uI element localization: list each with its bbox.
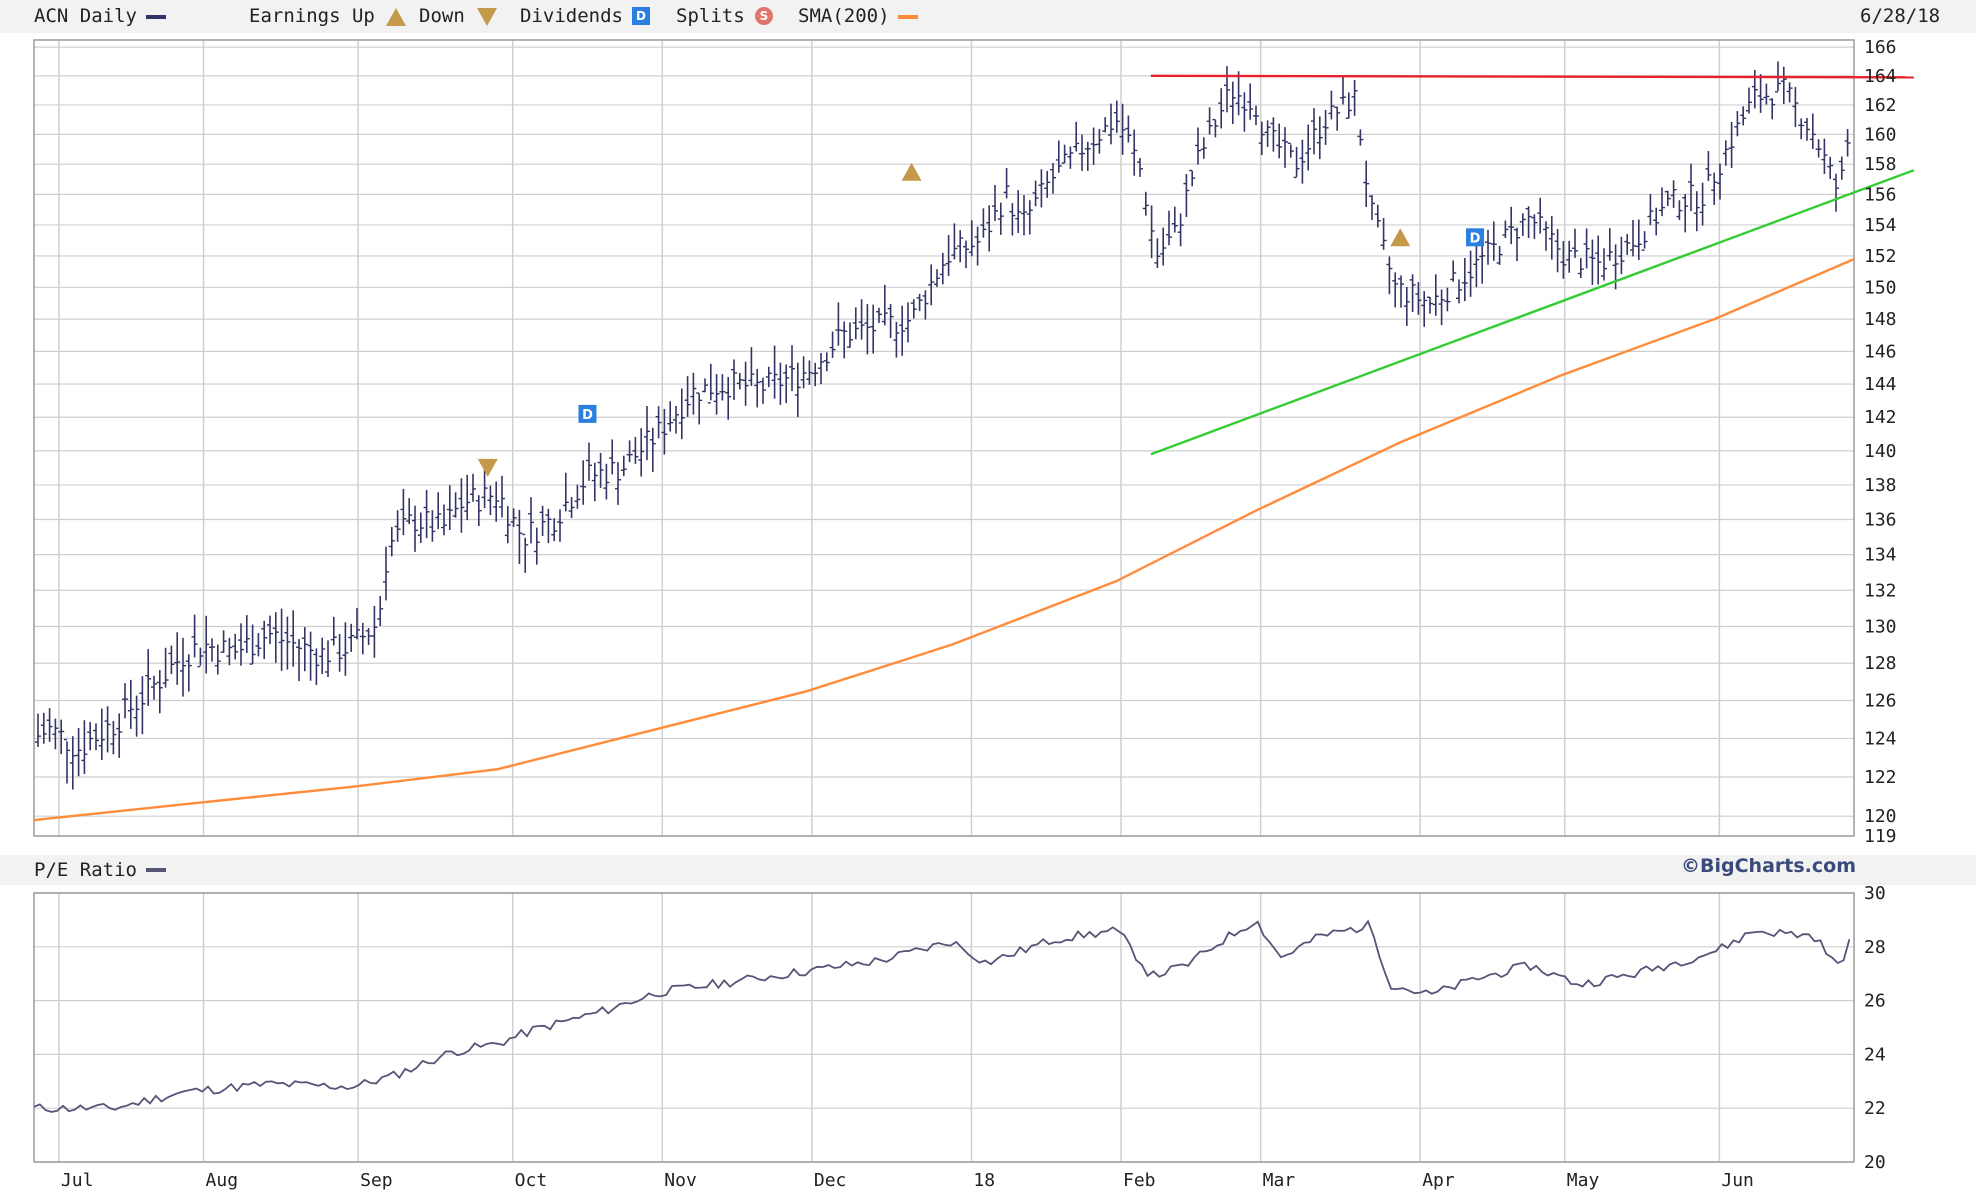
dividends-label: Dividends [520, 5, 623, 27]
y-tick-label: 138 [1864, 475, 1897, 496]
earnings-up-label: Earnings Up [249, 5, 375, 27]
y-tick-label: 122 [1864, 767, 1897, 788]
earnings-up-icon [386, 8, 406, 26]
price-bars [35, 61, 1851, 790]
pe-y-tick-label: 22 [1864, 1098, 1886, 1119]
chart-date: 6/28/18 [1860, 5, 1941, 27]
y-tick-label: 166 [1864, 37, 1897, 58]
pe-ratio-line [33, 919, 1851, 1113]
plot-frames [33, 39, 1855, 1163]
price-legend-swatch [146, 15, 166, 19]
pe-y-tick-label: 30 [1864, 883, 1886, 904]
y-tick-label: 119 [1864, 826, 1897, 847]
x-tick-label: Oct [515, 1170, 548, 1191]
sma-line-group [33, 257, 1855, 822]
y-tick-label: 120 [1864, 806, 1897, 827]
split-icon: S [755, 7, 773, 25]
pe-y-tick-label: 28 [1864, 937, 1886, 958]
x-tick-label: Jun [1721, 1170, 1754, 1191]
dividend-icon [1466, 228, 1485, 247]
pe-line-group [33, 919, 1851, 1113]
earnings-up-icon [1390, 228, 1411, 247]
trend-lines [1150, 74, 1915, 456]
sma-200-line [33, 257, 1855, 822]
y-tick-label: 152 [1864, 246, 1897, 267]
pe-plot-frame [33, 892, 1855, 1163]
x-tick-label: Jul [61, 1170, 94, 1191]
event-markers: DD [477, 162, 1485, 477]
y-tick-label: 146 [1864, 341, 1897, 362]
pe-legend-swatch [146, 868, 166, 872]
y-tick-label: 154 [1864, 215, 1897, 236]
pe-label: P/E Ratio [34, 859, 137, 881]
x-tick-label: May [1567, 1170, 1600, 1191]
y-tick-label: 164 [1864, 66, 1897, 87]
splits-label: Splits [676, 5, 745, 27]
y-tick-label: 134 [1864, 545, 1897, 566]
sma-label: SMA(200) [798, 5, 890, 27]
y-tick-label: 126 [1864, 691, 1897, 712]
earnings-down-label: Down [419, 5, 465, 27]
support-line [1150, 169, 1915, 456]
x-tick-label: Sep [360, 1170, 393, 1191]
dividend-icon-letter: D [1470, 231, 1481, 246]
y-tick-label: 136 [1864, 510, 1897, 531]
y-tick-label: 156 [1864, 184, 1897, 205]
dividend-icon-letter: D [582, 408, 593, 423]
price-plot-frame [33, 39, 1855, 837]
y-tick-label: 160 [1864, 124, 1897, 145]
axis-labels: Jul Aug Sep Oct Nov Dec 18 Feb Mar Apr May Jun 166 16… [61, 37, 1897, 1191]
brand-logo: ©BigCharts.com [1681, 855, 1856, 877]
y-tick-label: 158 [1864, 154, 1897, 175]
x-tick-label: Mar [1263, 1170, 1296, 1191]
y-tick-label: 148 [1864, 309, 1897, 330]
pe-header-bar [0, 855, 1976, 885]
y-tick-label: 144 [1864, 374, 1897, 395]
x-tick-label: 18 [973, 1170, 995, 1191]
sma-legend-swatch [898, 15, 918, 19]
x-tick-label: Feb [1123, 1170, 1156, 1191]
y-tick-label: 162 [1864, 95, 1897, 116]
pe-y-tick-label: 20 [1864, 1152, 1886, 1173]
y-tick-label: 140 [1864, 441, 1897, 462]
pe-y-tick-label: 26 [1864, 991, 1886, 1012]
y-tick-label: 128 [1864, 653, 1897, 674]
y-tick-label: 130 [1864, 616, 1897, 637]
y-tick-label: 142 [1864, 407, 1897, 428]
resistance-line [1150, 74, 1914, 79]
dividend-icon: D [632, 7, 650, 25]
pe-y-tick-label: 24 [1864, 1044, 1886, 1065]
earnings-down-icon [477, 458, 498, 477]
y-tick-label: 124 [1864, 728, 1897, 749]
y-tick-label: 150 [1864, 277, 1897, 298]
earnings-up-icon [901, 162, 922, 181]
chart-header-bar [0, 0, 1976, 33]
dividend-icon [578, 404, 597, 423]
grid [34, 40, 1854, 1163]
x-tick-label: Apr [1422, 1170, 1455, 1191]
x-tick-label: Dec [814, 1170, 847, 1191]
y-tick-label: 132 [1864, 580, 1897, 601]
symbol-label: ACN Daily [34, 5, 137, 27]
earnings-down-icon [477, 8, 497, 26]
x-tick-label: Aug [206, 1170, 239, 1191]
x-tick-label: Nov [664, 1170, 697, 1191]
